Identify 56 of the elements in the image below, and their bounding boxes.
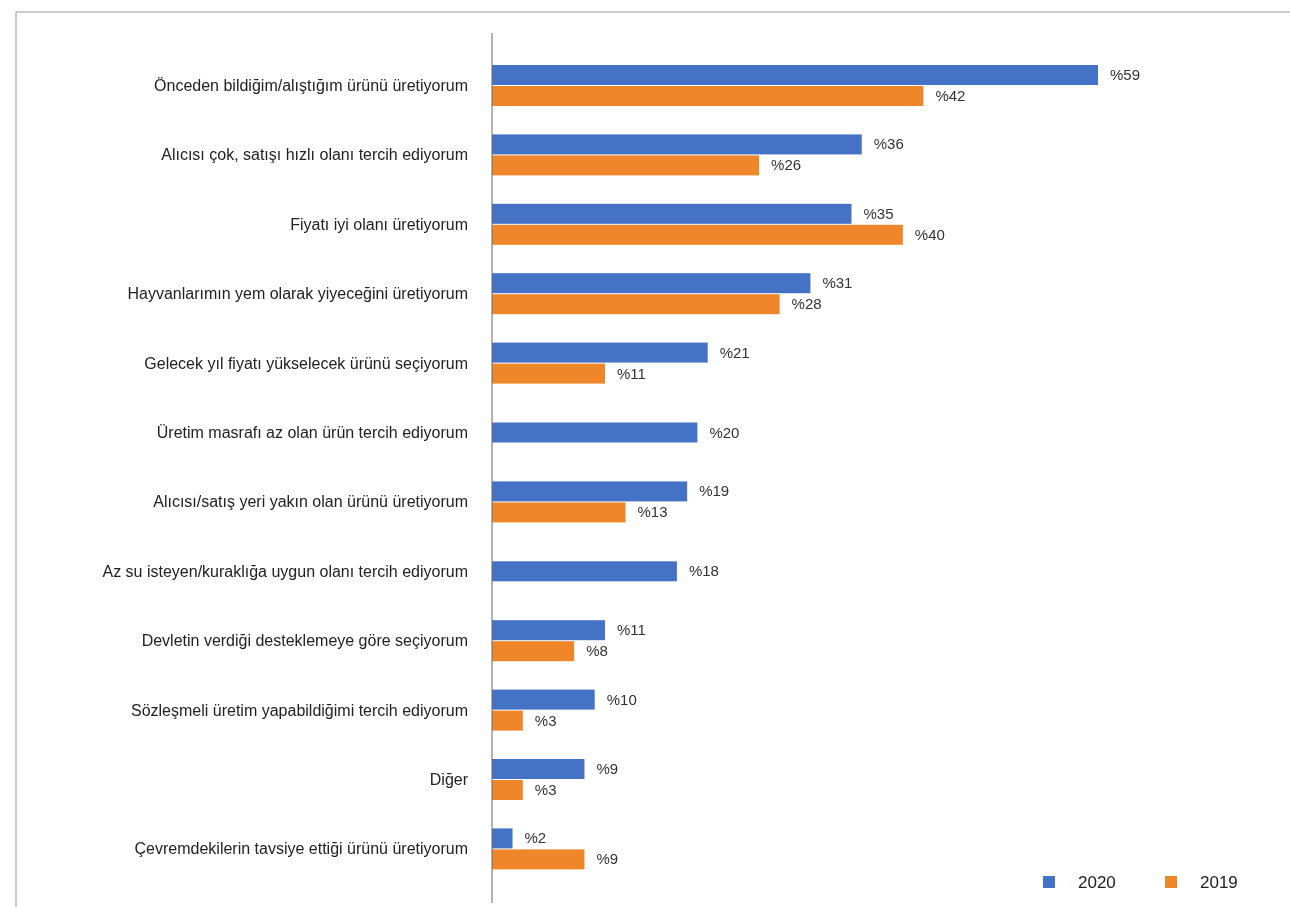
y-tick-label: Sözleşmeli üretim yapabildiğimi tercih ediyorum [130,701,468,719]
bar [492,273,811,294]
bar [492,224,903,245]
bar [492,710,523,731]
y-tick-label: Gelecek yıl fiyatı yükselecek ürünü seçiyorum [144,354,468,372]
data-label: %11 [616,364,646,382]
data-label: %42 [935,87,966,104]
data-label: %9 [596,760,619,777]
bar [492,203,852,224]
data-label: %18 [688,562,719,580]
bar [492,780,523,800]
bar [492,134,862,155]
legend-label: 2020 [1078,873,1116,892]
bar [492,155,760,176]
data-label: %35 [863,204,894,222]
bar [492,620,605,641]
y-tick-label: Alıcısı çok, satışı hızlı olanı tercih ediyorum [161,146,468,164]
data-label: %11 [616,621,646,639]
data-label: %40 [914,225,945,243]
y-tick-label: Fiyatı iyi olanı üretiyorum [290,215,468,233]
bar [492,641,575,662]
y-tick-label: Devletin verdiği desteklemeye göre seçiyorum [141,632,468,650]
bar [492,828,513,849]
bar [492,86,924,106]
data-label: %31 [822,274,853,292]
data-label: %3 [534,781,557,798]
y-tick-label: Hayvanlarımın yem olarak yiyeceğini üretiyorum [127,285,468,303]
bar [492,342,708,363]
data-label: %26 [771,156,802,174]
y-tick-label: Alıcısı/satış yeri yakın olan ürünü üretiyorum [153,493,468,511]
y-tick-label: Diğer [429,771,469,788]
bar [492,481,688,502]
data-label: %10 [606,690,637,708]
data-label: %13 [637,503,668,521]
bar [492,363,605,384]
y-tick-label: Çevremdekilerin tavsiye ettiği ürünü üretiyorum [134,840,468,858]
bar [492,502,626,523]
data-label: %28 [791,295,822,313]
data-label: %20 [709,423,740,441]
data-label: %59 [1110,66,1141,83]
bar [492,65,1098,85]
legend-label: 2019 [1200,873,1238,892]
data-label: %21 [719,343,750,361]
bar [492,294,780,315]
bar [492,849,585,870]
data-label: %2 [524,829,547,847]
data-label: %36 [873,135,904,153]
y-tick-label: Üretim masrafı az olan ürün tercih ediyorum [156,424,468,441]
data-label: %9 [596,850,619,868]
data-label: %19 [699,482,730,500]
bar [492,759,585,779]
data-label: %8 [586,642,608,660]
y-tick-label: Önceden bildiğim/alıştığım ürünü üretiyorum [154,77,468,94]
data-label: %3 [534,711,557,729]
bar [492,689,595,710]
y-tick-label: Az su isteyen/kuraklığa uygun olanı tercih ediyorum [102,562,468,580]
